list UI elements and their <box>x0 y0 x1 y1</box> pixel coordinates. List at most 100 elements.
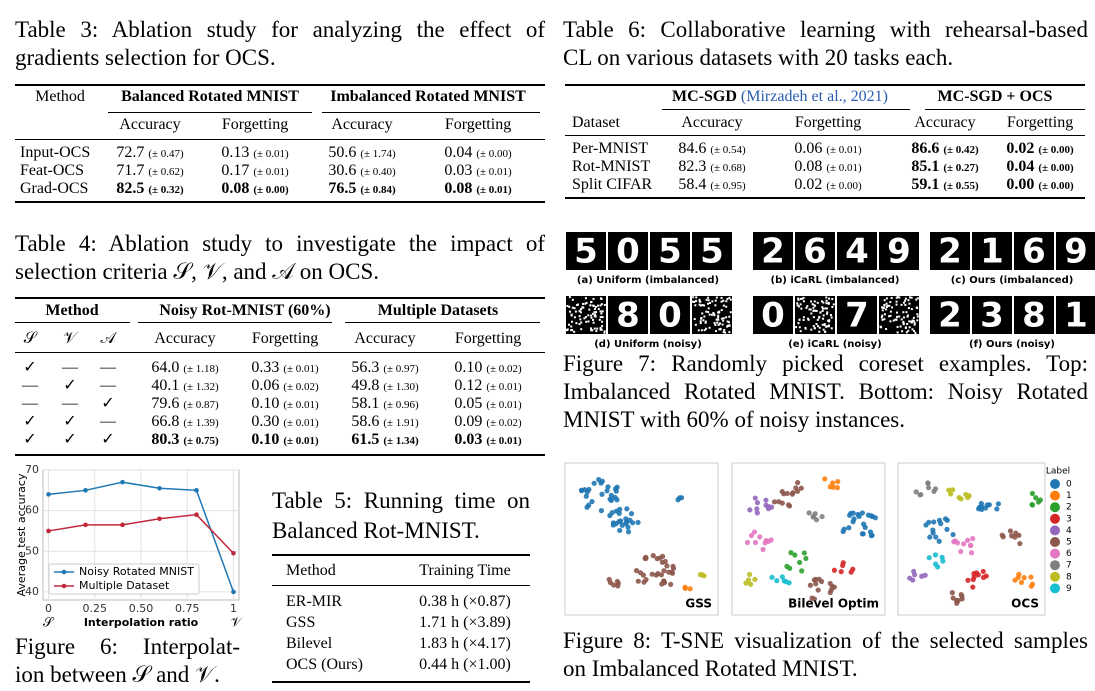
cell-std: (± 0.84) <box>360 184 396 196</box>
noise-pixel <box>907 329 910 332</box>
noise-pixel <box>573 316 576 319</box>
table-cell: 79.6 (± 0.87) <box>151 395 218 414</box>
noise-pixel <box>818 330 821 333</box>
scatter-dot <box>762 540 768 546</box>
cell-std: (± 0.01) <box>826 162 862 174</box>
caption-line: MNIST with 60% of noisy instances. <box>563 407 906 432</box>
noise-pixel <box>722 304 725 307</box>
noise-pixel <box>576 304 579 307</box>
criterion-mark: ✓ <box>23 413 37 430</box>
digit-image <box>795 232 835 270</box>
noise-pixel <box>590 314 593 317</box>
scatter-dot <box>1021 575 1027 581</box>
scatter-dot <box>659 559 665 565</box>
criterion-mark: ✓ <box>101 431 115 448</box>
row-label: GSS <box>286 614 316 631</box>
noise-pixel <box>828 297 831 300</box>
table-cell: 71.7 (± 0.62) <box>116 162 183 181</box>
noise-pixel <box>715 296 718 299</box>
noise-pixel <box>600 328 603 331</box>
noise-pixel <box>911 328 914 331</box>
criterion-mark: — <box>22 395 38 412</box>
noise-pixel <box>881 314 884 317</box>
scatter-dot <box>819 513 825 520</box>
legend-label: 2 <box>1066 503 1072 513</box>
noise-pixel <box>575 322 578 325</box>
cell-value: 0.17 <box>221 162 250 179</box>
noise-pixel <box>579 318 582 321</box>
noise-pixel <box>595 311 598 314</box>
table-cell: 50.6 (± 1.74) <box>328 144 395 163</box>
noise-pixel <box>822 314 825 317</box>
digit: 5 <box>700 232 724 272</box>
digit-image <box>1056 296 1095 334</box>
scatter-dot <box>687 586 693 592</box>
cell-value: 0.08 <box>794 158 823 175</box>
noise-pixel <box>601 310 604 313</box>
noise-pixel <box>707 310 710 313</box>
table-rule <box>272 554 530 556</box>
scatter-dot <box>613 508 620 514</box>
noise-pixel <box>729 311 732 314</box>
cell-value: 0.03 <box>454 431 483 448</box>
scatter-panel <box>564 462 719 616</box>
table-rule <box>272 585 530 586</box>
noise-pixel <box>807 317 810 320</box>
noise-pixel <box>812 316 815 319</box>
cell-value: 0.13 <box>221 144 250 161</box>
digit: 1 <box>980 232 1004 272</box>
panel-label: (b) iCaRL (imbalanced) <box>771 275 900 286</box>
table-cell: 0.02 (± 0.00) <box>1006 140 1073 159</box>
scatter-dot <box>748 532 755 539</box>
noise-pixel <box>599 327 602 330</box>
noise-pixel <box>697 329 700 332</box>
noise-pixel <box>593 308 596 311</box>
noise-pixel <box>913 323 916 326</box>
noise-pixel <box>799 330 802 333</box>
scatter-dot <box>911 568 917 574</box>
legend-swatch <box>1050 513 1060 524</box>
cell-std: (± 0.01) <box>253 166 289 178</box>
noise-pixel <box>728 315 731 318</box>
scatter-dot <box>751 529 758 535</box>
scatter-dot <box>641 579 647 585</box>
cell-value: 85.1 <box>911 158 940 175</box>
scatter-dot <box>955 597 961 604</box>
noise-pixel <box>701 304 704 307</box>
scatter-dot <box>797 559 803 566</box>
noise-pixel <box>587 320 590 323</box>
scatter-dot <box>586 502 592 508</box>
row-label: ER-MIR <box>286 593 342 610</box>
noise-pixel <box>799 303 802 306</box>
cell-std: (± 0.40) <box>360 166 396 178</box>
noise-pixel <box>831 298 834 301</box>
cell-std: (± 0.02) <box>283 381 319 393</box>
scatter-dot <box>637 570 644 576</box>
legend-label: 1 <box>1066 491 1072 501</box>
digit: 0 <box>616 232 640 272</box>
scatter-dot <box>971 574 977 580</box>
table-cell: 0.09 (± 0.02) <box>454 413 521 432</box>
digit: 5 <box>574 232 598 272</box>
scatter-dot <box>625 524 631 530</box>
scatter-dot <box>913 489 919 495</box>
table-cell: 56.3 (± 0.97) <box>351 359 418 378</box>
scatter-dot <box>760 546 766 553</box>
scatter-dot <box>1013 530 1019 536</box>
noise-pixel <box>568 305 571 308</box>
noise-pixel <box>591 329 594 332</box>
noise-pixel <box>583 317 586 320</box>
noise-pixel <box>705 327 708 330</box>
noise-pixel <box>699 322 702 325</box>
noise-pixel <box>716 321 719 324</box>
cell-std: (± 0.01) <box>486 381 522 393</box>
noise-pixel <box>888 304 891 307</box>
noise-pixel <box>597 307 600 310</box>
noise-pixel <box>570 320 573 323</box>
noise-pixel <box>800 307 803 310</box>
table-rule <box>138 322 332 323</box>
cell-value: 86.6 <box>911 140 940 157</box>
noise-pixel <box>579 311 582 314</box>
noise-pixel <box>802 316 805 319</box>
caption-line: selection criteria 𝒮, 𝒱, and 𝒜 on OCS. <box>15 259 380 284</box>
